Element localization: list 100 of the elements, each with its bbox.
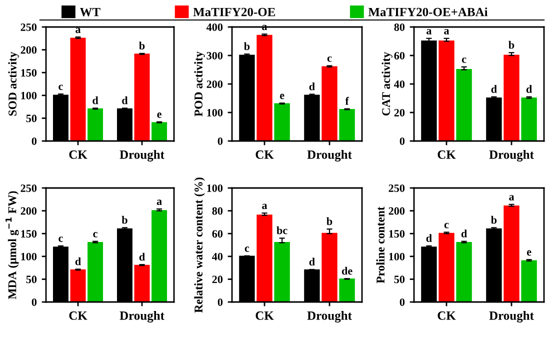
y-tick-label: 0 [32, 137, 37, 145]
y-tick-label: 0 [32, 298, 37, 306]
x-tick-label: CK [69, 311, 88, 320]
x-tick-label: Drought [489, 150, 534, 162]
bar [322, 66, 338, 141]
data-label: d [309, 258, 315, 266]
bar [152, 210, 168, 302]
data-label: de [342, 266, 352, 275]
y-tick-label: 250 [388, 184, 405, 192]
data-label: d [75, 257, 81, 266]
data-label: a [444, 29, 450, 34]
bar [438, 232, 454, 302]
data-label: d [426, 234, 432, 242]
bar [521, 98, 537, 141]
data-label: b [139, 42, 145, 50]
bar [521, 260, 537, 302]
bar [504, 206, 520, 302]
data-label: c [244, 246, 250, 252]
data-label: b [491, 216, 497, 224]
y-axis-title: CAT activity [382, 52, 392, 116]
y-axis-title: Relative water content (%) [194, 178, 205, 313]
y-axis-title: POD activity [194, 51, 205, 116]
y-tick-label: 80 [212, 207, 223, 215]
y-tick-label: 300 [206, 52, 223, 60]
bar [339, 108, 355, 141]
y-tick-label: 80 [394, 23, 405, 31]
y-tick-label: 20 [212, 276, 223, 284]
data-label: d [526, 85, 532, 93]
x-tick-label: CK [438, 150, 456, 159]
data-label: e [157, 112, 162, 118]
legend-label: WT [80, 8, 100, 16]
x-tick-label: CK [256, 150, 274, 159]
bar [322, 232, 338, 302]
data-label: e [280, 94, 284, 100]
y-tick-label: 400 [206, 23, 223, 31]
x-tick-label: Drought [307, 150, 352, 162]
data-label: b [326, 217, 332, 226]
data-label: b [508, 40, 514, 49]
data-label: c [58, 84, 63, 90]
data-label: d [122, 96, 128, 104]
y-tick-label: 0 [218, 298, 223, 306]
data-label: bc [276, 226, 288, 234]
y-tick-label: 0 [218, 137, 223, 145]
y-axis-title: SOD activity [8, 52, 19, 116]
x-tick-label: Drought [120, 311, 164, 322]
y-tick-label: 250 [20, 184, 37, 192]
data-label: a [156, 200, 162, 206]
y-tick-label: 200 [20, 46, 37, 54]
bar [274, 103, 290, 141]
data-label: d [491, 85, 497, 93]
data-label: c [462, 58, 466, 63]
data-label: a [426, 29, 432, 34]
legend-label: MaTIFY20-OE+ABAi [368, 7, 488, 16]
data-label: c [58, 236, 63, 242]
legend-label: MaTIFY20-OE [193, 8, 276, 16]
bar [70, 38, 86, 141]
bar [134, 264, 150, 302]
bar [456, 69, 472, 141]
y-tick-label: 20 [394, 108, 405, 116]
y-tick-label: 60 [212, 230, 223, 238]
x-tick-label: CK [69, 150, 88, 159]
x-tick-label: Drought [307, 311, 352, 322]
data-label: c [327, 56, 332, 62]
y-tick-label: 100 [389, 252, 405, 260]
data-label: c [93, 232, 98, 238]
data-label: a [76, 28, 81, 34]
y-tick-label: 100 [207, 108, 223, 116]
data-label: f [345, 96, 350, 105]
data-label: d [309, 82, 315, 90]
y-tick-label: 200 [20, 207, 37, 215]
bar [88, 242, 104, 302]
y-tick-label: 50 [26, 114, 37, 122]
data-label: a [262, 204, 268, 210]
bar [274, 242, 290, 302]
data-label: b [244, 42, 250, 50]
y-axis-title: MDA (μmol g$^{−1}$ FW) [6, 191, 19, 300]
x-tick-label: CK [438, 311, 456, 320]
y-axis-title: Proline content [376, 206, 385, 284]
data-label: e [526, 250, 532, 256]
data-label: c [444, 222, 449, 228]
y-tick-label: 150 [21, 69, 37, 77]
bar [256, 214, 272, 302]
x-tick-label: CK [256, 311, 274, 320]
y-tick-label: 50 [26, 276, 37, 284]
bar [70, 269, 86, 302]
bar [438, 40, 454, 141]
data-label: b [122, 216, 128, 224]
y-tick-label: 150 [21, 230, 37, 238]
y-tick-label: 100 [21, 252, 37, 260]
bar [256, 34, 272, 141]
y-tick-label: 100 [207, 184, 223, 192]
bar [456, 242, 472, 302]
bar [504, 54, 520, 141]
bar [152, 122, 168, 141]
bar [339, 278, 355, 302]
data-label: d [92, 96, 98, 104]
data-label: a [509, 195, 514, 200]
y-tick-label: 0 [400, 298, 405, 306]
y-tick-label: 50 [394, 276, 405, 284]
y-tick-label: 40 [212, 252, 223, 260]
